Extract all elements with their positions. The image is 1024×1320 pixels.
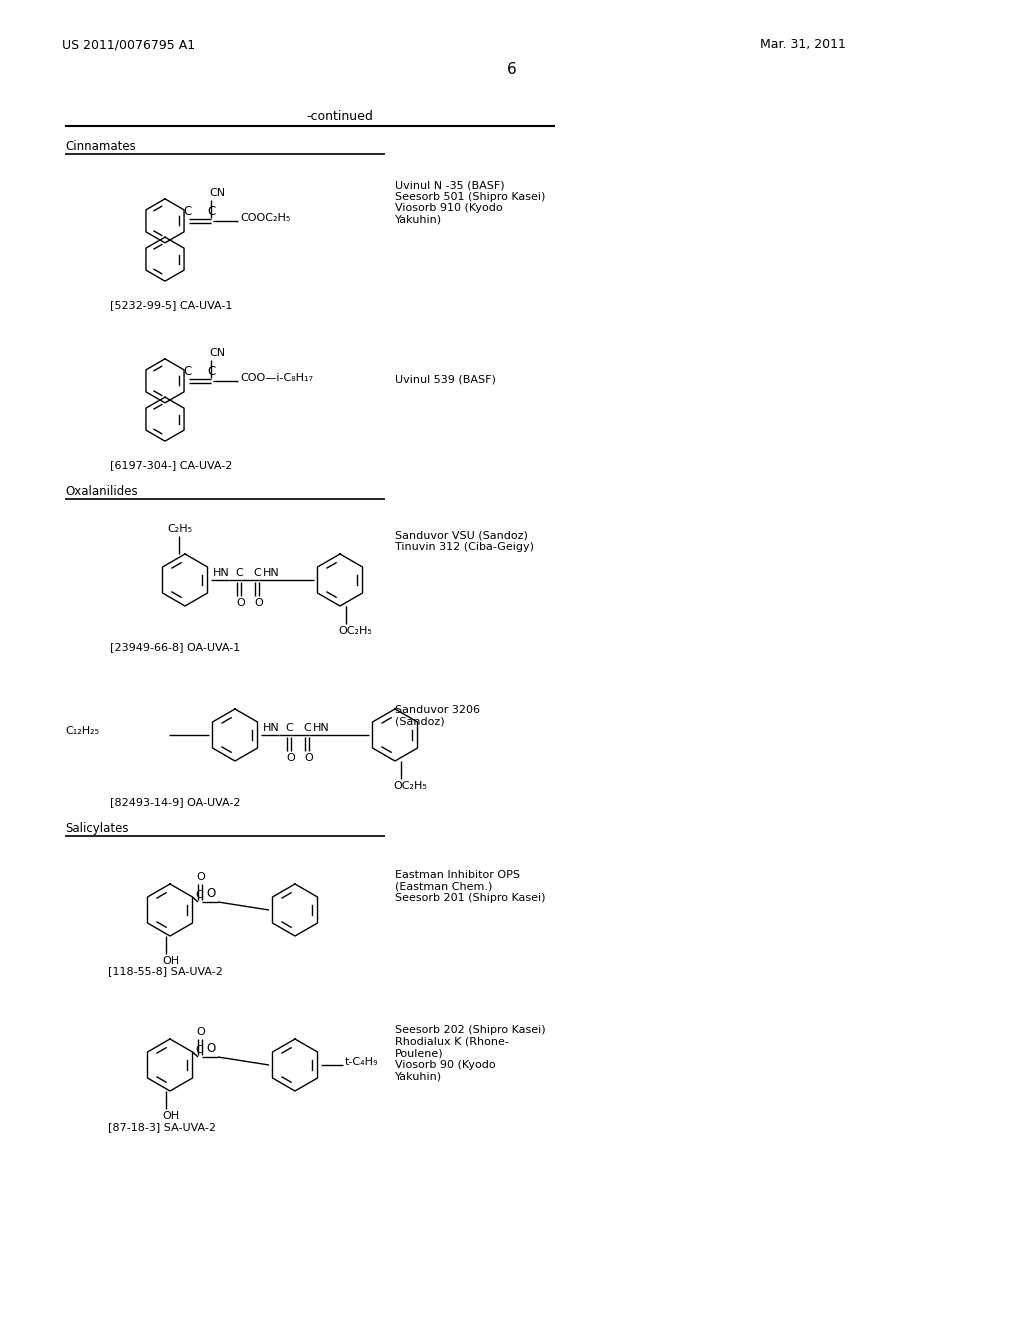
Text: OC₂H₅: OC₂H₅ — [338, 626, 372, 636]
Text: Uvinul N -35 (BASF)
Seesorb 501 (Shipro Kasei)
Viosorb 910 (Kyodo
Yakuhin): Uvinul N -35 (BASF) Seesorb 501 (Shipro … — [395, 180, 546, 224]
Text: C: C — [253, 568, 261, 578]
Text: t-C₄H₉: t-C₄H₉ — [345, 1057, 379, 1067]
Text: -continued: -continued — [306, 110, 374, 123]
Text: OH: OH — [162, 956, 179, 966]
Text: C: C — [195, 1045, 203, 1055]
Text: C₁₂H₂₅: C₁₂H₂₅ — [65, 726, 99, 737]
Text: O: O — [236, 598, 245, 609]
Text: COOC₂H₅: COOC₂H₅ — [240, 213, 290, 223]
Text: [6197-304-] CA-UVA-2: [6197-304-] CA-UVA-2 — [110, 459, 232, 470]
Text: O: O — [286, 752, 295, 763]
Text: C: C — [184, 205, 193, 218]
Text: Oxalanilides: Oxalanilides — [65, 484, 137, 498]
Text: C: C — [208, 364, 216, 378]
Text: Mar. 31, 2011: Mar. 31, 2011 — [760, 38, 846, 51]
Text: O: O — [196, 1027, 205, 1038]
Text: [82493-14-9] OA-UVA-2: [82493-14-9] OA-UVA-2 — [110, 797, 241, 807]
Text: OH: OH — [162, 1111, 179, 1121]
Text: O: O — [254, 598, 263, 609]
Text: Sanduvor VSU (Sandoz)
Tinuvin 312 (Ciba-Geigy): Sanduvor VSU (Sandoz) Tinuvin 312 (Ciba-… — [395, 531, 534, 552]
Text: CN: CN — [209, 187, 225, 198]
Text: HN: HN — [213, 568, 229, 578]
Text: O: O — [196, 873, 205, 882]
Text: O: O — [206, 1041, 215, 1055]
Text: HN: HN — [313, 723, 330, 733]
Text: C: C — [285, 723, 293, 733]
Text: CN: CN — [209, 348, 225, 358]
Text: [87-18-3] SA-UVA-2: [87-18-3] SA-UVA-2 — [108, 1122, 216, 1133]
Text: C: C — [208, 205, 216, 218]
Text: [23949-66-8] OA-UVA-1: [23949-66-8] OA-UVA-1 — [110, 642, 241, 652]
Text: C: C — [184, 364, 193, 378]
Text: Eastman Inhibitor OPS
(Eastman Chem.)
Seesorb 201 (Shipro Kasei): Eastman Inhibitor OPS (Eastman Chem.) Se… — [395, 870, 546, 903]
Text: Seesorb 202 (Shipro Kasei)
Rhodialux K (Rhone-
Poulene)
Viosorb 90 (Kyodo
Yakuhi: Seesorb 202 (Shipro Kasei) Rhodialux K (… — [395, 1026, 546, 1081]
Text: US 2011/0076795 A1: US 2011/0076795 A1 — [62, 38, 196, 51]
Text: COO—i-C₈H₁₇: COO—i-C₈H₁₇ — [240, 372, 313, 383]
Text: [5232-99-5] CA-UVA-1: [5232-99-5] CA-UVA-1 — [110, 300, 232, 310]
Text: [118-55-8] SA-UVA-2: [118-55-8] SA-UVA-2 — [108, 966, 223, 975]
Text: C₂H₅: C₂H₅ — [167, 524, 193, 535]
Text: HN: HN — [263, 568, 280, 578]
Text: Cinnamates: Cinnamates — [65, 140, 136, 153]
Text: C: C — [195, 890, 203, 900]
Text: C: C — [303, 723, 310, 733]
Text: O: O — [304, 752, 312, 763]
Text: HN: HN — [263, 723, 280, 733]
Text: O: O — [206, 887, 215, 900]
Text: C: C — [234, 568, 243, 578]
Text: OC₂H₅: OC₂H₅ — [393, 781, 427, 791]
Text: Salicylates: Salicylates — [65, 822, 128, 836]
Text: Uvinul 539 (BASF): Uvinul 539 (BASF) — [395, 375, 496, 385]
Text: 6: 6 — [507, 62, 517, 77]
Text: Sanduvor 3206
(Sandoz): Sanduvor 3206 (Sandoz) — [395, 705, 480, 726]
